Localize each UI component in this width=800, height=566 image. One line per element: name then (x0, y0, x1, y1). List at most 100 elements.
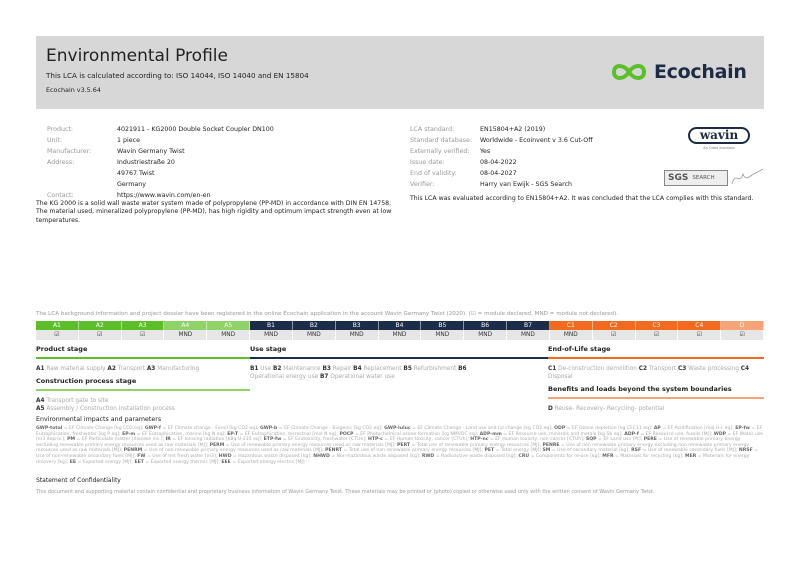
glossary-abbr: FW (137, 453, 146, 459)
glossary-def: Use of net fresh water [m3] (152, 453, 216, 459)
module-status-b6: MND (464, 330, 508, 340)
glossary-def: Use of non renewable primary energy excl… (36, 442, 750, 454)
glossary-def: Total energy [MJ] (500, 448, 540, 454)
legend-label: Assembly / Construction installation pro… (46, 406, 175, 412)
glossary-abbr: WDP (713, 431, 726, 437)
legend-code: A5 (36, 406, 45, 412)
legend-label: Operational energy use (250, 374, 319, 380)
glossary-def: EF Water use [m3 depriv.] (36, 431, 763, 443)
glossary-abbr: MER (685, 453, 697, 459)
module-status-b5: MND (421, 330, 465, 340)
info-row: Verifier: Harry van Ewijk - SGS Search (410, 179, 593, 190)
module-header-a5: A5 (207, 321, 251, 330)
glossary-def: EF Ionising radiation [kBq U-235 eq] (177, 437, 261, 443)
legend-label: Transport (117, 366, 145, 372)
module-header-a1: A1 (36, 321, 79, 330)
glossary-abbr: HTP-nc (470, 437, 489, 443)
info-label: Verifier: (410, 181, 435, 188)
glossary-abbr: PERE (643, 437, 657, 443)
legend-item: B2 Maintenance (273, 366, 322, 372)
glossary-def: EF Ecotoxicity, freshwater [CTUe] (288, 437, 365, 443)
legend-code: B7 (320, 374, 329, 380)
legend-code: A1 (36, 366, 45, 372)
module-status-b2: MND (292, 330, 336, 340)
info-label: Manufacturer: (47, 148, 92, 155)
module-header-c4: C4 (678, 321, 722, 330)
module-status-c3: ☑ (635, 330, 679, 340)
product-stage-legend: A1 Raw material supply A2 Transport A3 M… (36, 365, 250, 373)
legend-label: Use (260, 366, 272, 372)
legend-item: B4 Replacement (353, 366, 403, 372)
glossary-abbr: PERT (397, 442, 411, 448)
glossary-abbr: PENRT (325, 448, 342, 454)
module-header-c2: C2 (592, 321, 636, 330)
divider (250, 357, 548, 359)
glossary-abbr: EP-T (227, 431, 239, 437)
legend-code: B2 (272, 366, 282, 372)
module-header-a2: A2 (78, 321, 122, 330)
glossary-def: Exported energy thermic [MJ] (150, 459, 219, 465)
module-header-b3: B3 (335, 321, 379, 330)
glossary-def: Exported energy [MJ] (82, 459, 132, 465)
legend-label: Raw material supply (46, 366, 106, 372)
signature-icon (731, 168, 764, 185)
legend-item: D Reuse- Recovery- Recycling- potential (548, 406, 664, 412)
legend-label: Operational water use (330, 374, 395, 380)
module-header-b6: B6 (464, 321, 508, 330)
divider (36, 389, 250, 391)
glossary-abbr: EP-m (122, 431, 136, 437)
module-header-a4: A4 (164, 321, 208, 330)
confidentiality-text: This document and supporting material co… (36, 489, 655, 495)
info-label: Externally verified: (410, 148, 470, 155)
lca-info: LCA standard: EN15804+A2 (2019) Standard d… (410, 124, 593, 190)
product-info: Product: 4021911 - KG2000 Double Socket C… (47, 124, 274, 201)
evaluation-statement: This LCA was evaluated according to EN15… (410, 195, 754, 202)
legend-item: B1 Use (250, 366, 273, 372)
ecochain-logo: Ecochain (610, 61, 747, 83)
glossary-abbr: ADP-f (624, 431, 639, 437)
legend-item: A4 Transport gate to site (36, 398, 108, 404)
module-status-a3: ☑ (121, 330, 165, 340)
legend-code: B1 (250, 366, 259, 372)
info-label: End of validity: (410, 170, 457, 177)
module-status-b7: MND (507, 330, 550, 340)
info-row: Address: Industriestraße 20 49767 Twist G… (47, 157, 274, 190)
legend-label: Disposal (548, 374, 573, 380)
module-header-c3: C3 (635, 321, 679, 330)
glossary-def: EF Climate Change - Biogenic [kg CO2 eq] (284, 426, 382, 431)
legend-item: B5 Refurbishment (403, 366, 458, 372)
info-label: Address: (47, 159, 75, 166)
legend-code: A4 (36, 398, 45, 404)
glossary-def: Non-hazardous waste disposed [kg] (336, 453, 419, 459)
legend-code: C4 (740, 366, 750, 372)
legend-item: C1 De-construction demolition (548, 366, 639, 372)
info-value: 08-04-2022 (480, 159, 517, 166)
brand-name: Ecochain (654, 61, 747, 83)
glossary-abbr: HWD (218, 453, 232, 459)
infinity-chain-icon (611, 64, 647, 80)
glossary-abbr: NRSF (738, 448, 753, 454)
info-value: Worldwide - Ecoinvent v 3.6 Cut-Off (480, 137, 593, 144)
info-value: 08-04-2027 (480, 170, 517, 177)
glossary-def: EF Photochemical ozone formation [kg NMV… (360, 431, 477, 437)
glossary-def: EF Climate Change [kg CO2 eq] (69, 426, 142, 431)
legend-item: C4 Disposal (548, 366, 749, 380)
legend-item: C3 Waste processing (678, 366, 741, 372)
module-header-b7: B7 (507, 321, 550, 330)
info-value: https://www.wavin.com/en-en (117, 192, 211, 199)
construction-stage-title: Construction process stage (36, 377, 137, 385)
legend-label: Manufacturing (157, 366, 200, 372)
divider (548, 397, 764, 399)
info-label: Issue date: (410, 159, 445, 166)
info-label: Contact: (47, 192, 74, 199)
glossary-def: Exported energy electric [MJ] (237, 459, 305, 465)
legend-code: B5 (403, 366, 412, 372)
construction-stage-legend: A4 Transport gate to site A5 Assembly / … (36, 397, 250, 413)
glossary-abbr: RSF (631, 448, 642, 454)
glossary-def: EF Land use [Pt] (603, 437, 641, 443)
glossary-def: Use of renewable primary energy resource… (231, 442, 395, 448)
glossary-def: EF Resource use, fossils [MJ] (645, 431, 711, 437)
glossary-abbr: ADP-mm (479, 431, 502, 437)
legend-item: B3 Repair (322, 366, 353, 372)
glossary-def: EF Climate change - Fossil [kg CO2 eq] (167, 426, 257, 431)
